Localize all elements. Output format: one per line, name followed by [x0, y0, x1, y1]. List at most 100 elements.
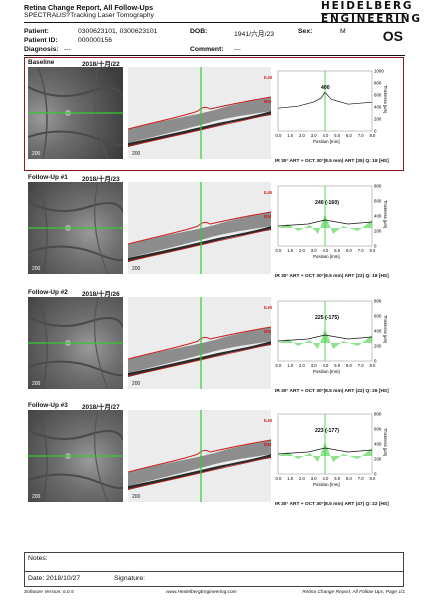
eye-indicator: OS: [382, 28, 403, 44]
scan-info: IR 30° ART + OCT 30°(8.5 mm) ART (22) Q:…: [275, 274, 389, 279]
fundus-graphic: [28, 182, 123, 274]
bm-label: BM: [264, 99, 272, 104]
oct-graphic: [128, 67, 271, 159]
x-axis-label: Position [mm]: [313, 139, 340, 144]
report-date: Date: 2018/10/27: [28, 575, 81, 582]
fundus-scale-label: 200: [32, 494, 41, 500]
x-tick-label: 6.0: [346, 363, 352, 368]
y-tick-label: 600: [374, 199, 382, 204]
x-tick-label: 3.0: [311, 363, 317, 368]
thickness-profile: [277, 219, 373, 227]
thickness-value: 225 (-175): [315, 315, 339, 321]
exam-date: 2018/十月/22: [82, 61, 120, 68]
x-tick-label: 5.0: [334, 248, 340, 253]
oct-graphic: [128, 297, 271, 389]
y-tick-label: 0: [374, 129, 377, 134]
heidelberg-logo: HEIDELBERG ENGINEERING: [321, 0, 420, 25]
y-tick-label: 200: [374, 117, 382, 122]
thickness-value: 400: [321, 85, 330, 91]
thickness-chart: 1000 800 600 400 200 0 0.0 1.0 2.0 3.0 4.0 5.0 6.0 7.…: [272, 67, 389, 159]
signature-label: Signature:: [114, 575, 145, 582]
x-tick-label: 1.0: [287, 363, 293, 368]
header-divider: [24, 22, 405, 23]
sex-value: M: [340, 28, 346, 35]
patient-value: 0300623101, 0300623101: [78, 28, 158, 35]
scan-info: IR 30° ART + OCT 30°(8.5 mm) ART (47) Q:…: [275, 502, 389, 507]
fundus-scale-label: 200: [32, 381, 41, 387]
ilm-label: ILM: [264, 418, 272, 423]
logo-line-1: HEIDELBERG: [321, 0, 414, 12]
ilm-label: ILM: [264, 75, 272, 80]
dob-value: 1941/六月/23: [234, 31, 275, 38]
x-tick-label: 8.0: [370, 476, 376, 481]
x-tick-label: 0.0: [276, 133, 282, 138]
comment-label: Comment:: [190, 46, 224, 53]
patient-id-label: Patient ID:: [24, 37, 58, 44]
y-tick-label: 600: [374, 427, 382, 432]
x-tick-label: 5.0: [334, 476, 340, 481]
sex-label: Sex:: [298, 28, 313, 35]
fundus-graphic: [28, 67, 123, 159]
y-tick-label: 800: [374, 184, 382, 189]
exam-date: 2018/十月/26: [82, 291, 120, 298]
thickness-chart-svg: 800 600 400 200 0 0.0 1.0 2.0 3.0 4.0 5.0 6.0 7.0 8.0…: [276, 184, 389, 259]
dob-label: DOB:: [190, 28, 208, 35]
scan-info: IR 30° ART + OCT 30°(8.5 mm) ART (35) Q:…: [275, 159, 389, 164]
thickness-profile: [277, 334, 373, 342]
x-tick-label: 4.0: [323, 363, 329, 368]
ilm-label: ILM: [264, 305, 272, 310]
y-axis-label: Thickness [µm]: [383, 200, 387, 228]
thickness-value: 223 (-177): [315, 428, 339, 434]
y-tick-label: 400: [374, 105, 382, 110]
x-tick-label: 0.0: [276, 248, 282, 253]
x-tick-label: 8.0: [370, 248, 376, 253]
x-tick-label: 8.0: [370, 363, 376, 368]
x-tick-label: 7.0: [358, 476, 364, 481]
x-tick-label: 3.0: [311, 133, 317, 138]
patient-id-value: 000000156: [78, 37, 113, 44]
y-tick-label: 200: [374, 457, 382, 462]
thickness-change-fill: [278, 442, 372, 462]
patient-divider: [24, 55, 405, 56]
exam-title: Follow-Up #3: [28, 402, 68, 409]
thickness-change-fill: [278, 329, 372, 349]
thickness-chart-svg: 800 600 400 200 0 0.0 1.0 2.0 3.0 4.0 5.0 6.0 7.0 8.0…: [276, 412, 389, 487]
x-tick-label: 7.0: [358, 248, 364, 253]
y-tick-label: 1000: [374, 69, 384, 74]
fundus-image: [28, 297, 123, 389]
report-subtitle: SPECTRALIS?Tracking Laser Tomography: [24, 12, 154, 19]
x-tick-label: 5.0: [334, 133, 340, 138]
oct-bscan: [128, 297, 271, 389]
diagnosis-label: Diagnosis:: [24, 46, 59, 53]
x-tick-label: 4.0: [323, 476, 329, 481]
bm-label: BM: [264, 214, 272, 219]
thickness-chart-svg: 1000 800 600 400 200 0 0.0 1.0 2.0 3.0 4.0 5.0 6.0 7.…: [276, 69, 389, 144]
fundus-scale-label: 200: [32, 266, 41, 272]
x-tick-label: 2.0: [299, 363, 305, 368]
exam-title: Baseline: [28, 59, 55, 66]
y-tick-label: 800: [374, 412, 382, 417]
x-tick-label: 6.0: [346, 248, 352, 253]
thickness-chart: 800 600 400 200 0 0.0 1.0 2.0 3.0 4.0 5.0 6.0 7.0 8.0…: [272, 182, 389, 274]
x-axis-label: Position [mm]: [313, 369, 340, 374]
x-tick-label: 2.0: [299, 248, 305, 253]
thickness-change-fill: [278, 214, 372, 234]
oct-graphic: [128, 410, 271, 502]
y-tick-label: 800: [374, 81, 382, 86]
x-tick-label: 1.0: [287, 133, 293, 138]
y-tick-label: 200: [374, 344, 382, 349]
x-tick-label: 7.0: [358, 133, 364, 138]
fundus-image: [28, 67, 123, 159]
x-tick-label: 0.0: [276, 363, 282, 368]
bm-label: BM: [264, 442, 272, 447]
report-title: Retina Change Report, All Follow-Ups: [24, 3, 154, 12]
website-url: www.HeidelbergEngineering.com: [166, 590, 237, 595]
oct-bscan: [128, 67, 271, 159]
software-version: Software Version: 6.0.5: [24, 590, 74, 595]
x-tick-label: 4.0: [323, 133, 329, 138]
diagnosis-value: ---: [64, 46, 71, 53]
x-tick-label: 1.0: [287, 476, 293, 481]
y-tick-label: 600: [374, 93, 382, 98]
oct-scale-label: 200: [132, 266, 141, 272]
y-tick-label: 0: [374, 359, 377, 364]
